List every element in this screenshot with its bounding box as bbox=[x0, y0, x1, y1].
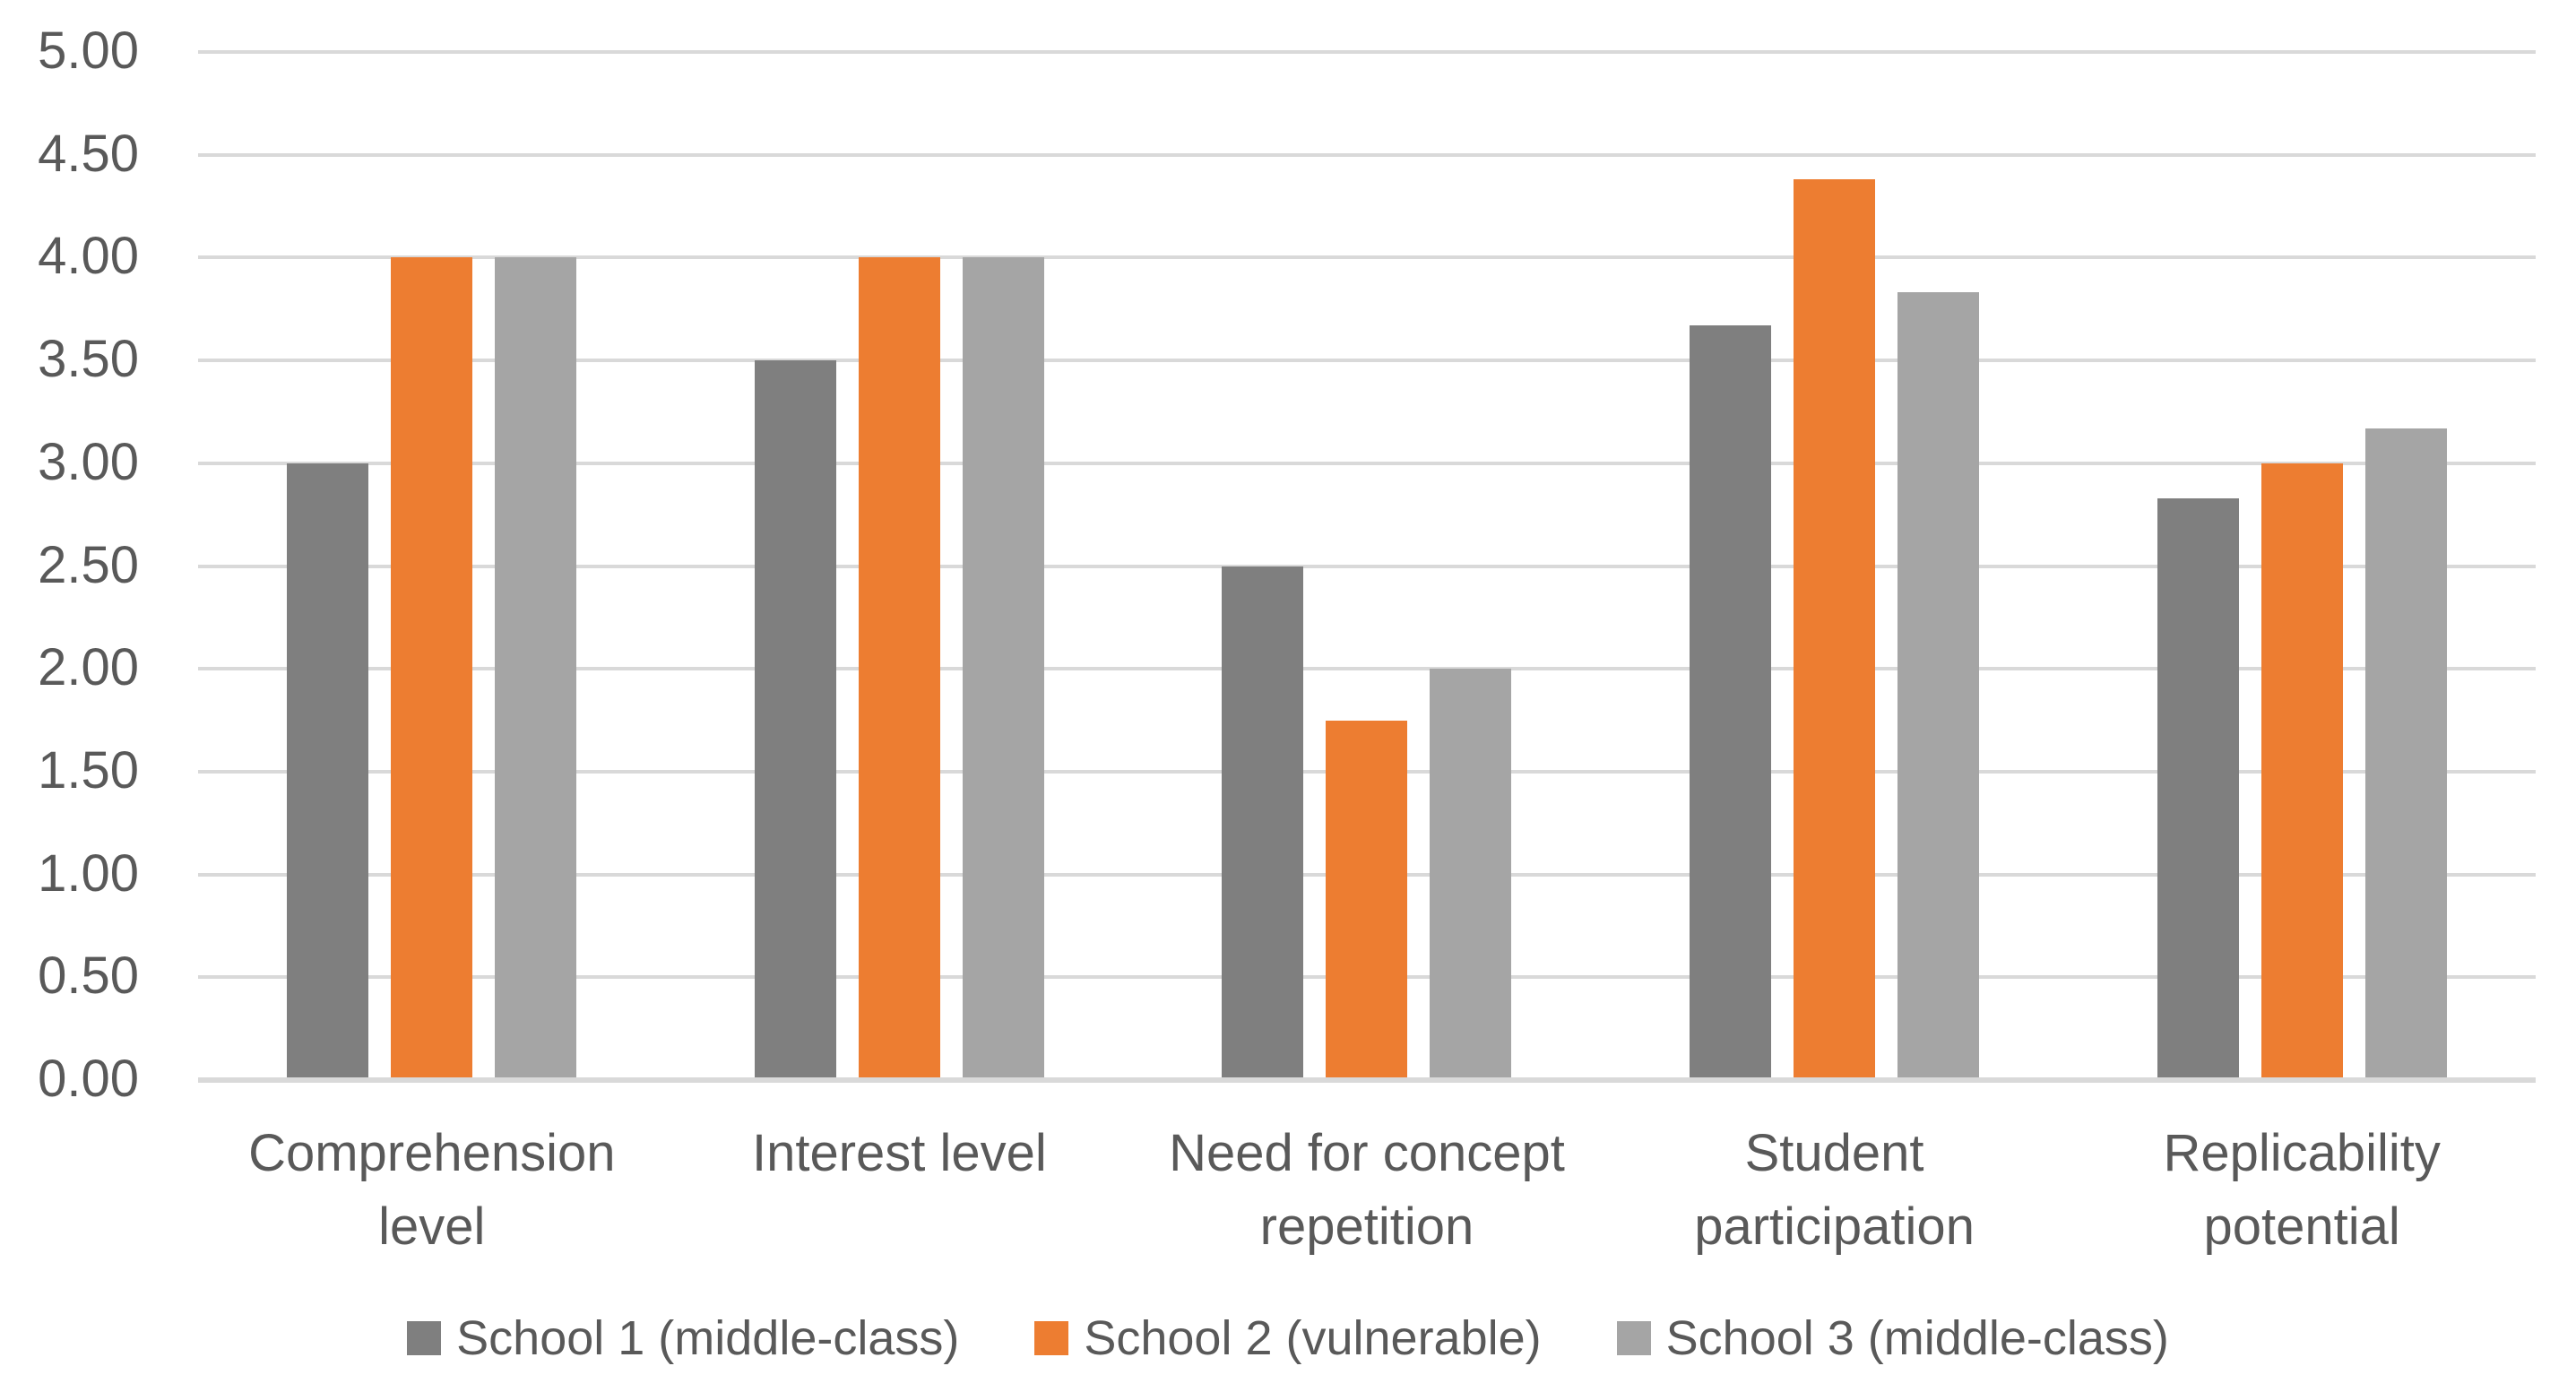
bar-series2 bbox=[2260, 463, 2343, 1080]
bar-series3 bbox=[962, 257, 1044, 1080]
bar-series3 bbox=[495, 257, 577, 1080]
y-tick-label: 1.00 bbox=[38, 843, 139, 903]
category-cell: Need for concept repetition bbox=[1133, 1117, 1601, 1264]
gridline bbox=[198, 359, 2536, 363]
category-cell: Comprehension level bbox=[198, 1117, 666, 1264]
gridline bbox=[198, 461, 2536, 465]
category-label: Interest level bbox=[751, 1124, 1047, 1182]
y-tick-label: 5.00 bbox=[38, 22, 139, 81]
legend-item-series3: School 3 (middle-class) bbox=[1616, 1310, 2169, 1366]
bar-series2 bbox=[391, 257, 473, 1080]
category-cell: Interest level bbox=[666, 1117, 1134, 1264]
gridline bbox=[198, 255, 2536, 260]
bar-series1 bbox=[1222, 566, 1304, 1080]
legend: School 1 (middle-class) School 2 (vulnera… bbox=[0, 1310, 2576, 1366]
bar-series3 bbox=[1430, 669, 1512, 1080]
legend-label: School 2 (vulnerable) bbox=[1084, 1311, 1542, 1365]
legend-swatch-icon bbox=[1616, 1321, 1651, 1355]
bar-series3 bbox=[1897, 292, 1980, 1080]
legend-item-series1: School 1 (middle-class) bbox=[407, 1310, 959, 1366]
legend-swatch-icon bbox=[407, 1321, 442, 1355]
y-tick-label: 1.50 bbox=[38, 741, 139, 800]
y-tick-label: 4.50 bbox=[38, 124, 139, 183]
y-tick-label: 2.50 bbox=[38, 535, 139, 594]
plot-area: 0.00 0.50 1.00 1.50 2.00 2.50 3.00 3.50 4.00 4.50… bbox=[38, 22, 2536, 1108]
y-tick-label: 0.00 bbox=[38, 1050, 139, 1109]
y-tick-label: 4.00 bbox=[38, 227, 139, 286]
bar-series1 bbox=[1690, 325, 1772, 1080]
bar-series1 bbox=[754, 360, 836, 1080]
bar-series2 bbox=[1794, 179, 1876, 1080]
legend-item-series2: School 2 (vulnerable) bbox=[1034, 1310, 1542, 1366]
y-tick-label: 3.00 bbox=[38, 432, 139, 491]
gridline bbox=[198, 667, 2536, 671]
bar-group bbox=[666, 52, 1134, 1080]
bar-group bbox=[1133, 52, 1601, 1080]
bar-series2 bbox=[858, 257, 940, 1080]
gridline bbox=[198, 152, 2536, 157]
bar-series2 bbox=[1326, 720, 1408, 1080]
bar-series3 bbox=[2364, 428, 2447, 1080]
bar-groups bbox=[198, 52, 2536, 1080]
bar-group bbox=[1601, 52, 2069, 1080]
bar-group bbox=[2068, 52, 2536, 1080]
category-label: Student participation bbox=[1694, 1124, 1975, 1256]
y-tick-label: 0.50 bbox=[38, 947, 139, 1006]
legend-swatch-icon bbox=[1034, 1321, 1069, 1355]
bar-group bbox=[198, 52, 666, 1080]
x-axis-line bbox=[198, 1077, 2536, 1083]
category-cell: Replicability potential bbox=[2068, 1117, 2536, 1264]
category-label: Need for concept repetition bbox=[1169, 1124, 1565, 1256]
legend-label: School 3 (middle-class) bbox=[1665, 1311, 2169, 1365]
gridline bbox=[198, 50, 2536, 54]
bar-series1 bbox=[2157, 497, 2239, 1080]
legend-label: School 1 (middle-class) bbox=[456, 1311, 960, 1365]
bar-series1 bbox=[287, 463, 369, 1080]
y-tick-label: 2.00 bbox=[38, 638, 139, 697]
category-cell: Student participation bbox=[1601, 1117, 2069, 1264]
gridline bbox=[198, 564, 2536, 568]
category-label: Replicability potential bbox=[2163, 1124, 2441, 1256]
category-label: Comprehension level bbox=[248, 1124, 616, 1256]
category-axis: Comprehension level Interest level Need fo… bbox=[198, 1117, 2536, 1264]
y-tick-label: 3.50 bbox=[38, 330, 139, 389]
